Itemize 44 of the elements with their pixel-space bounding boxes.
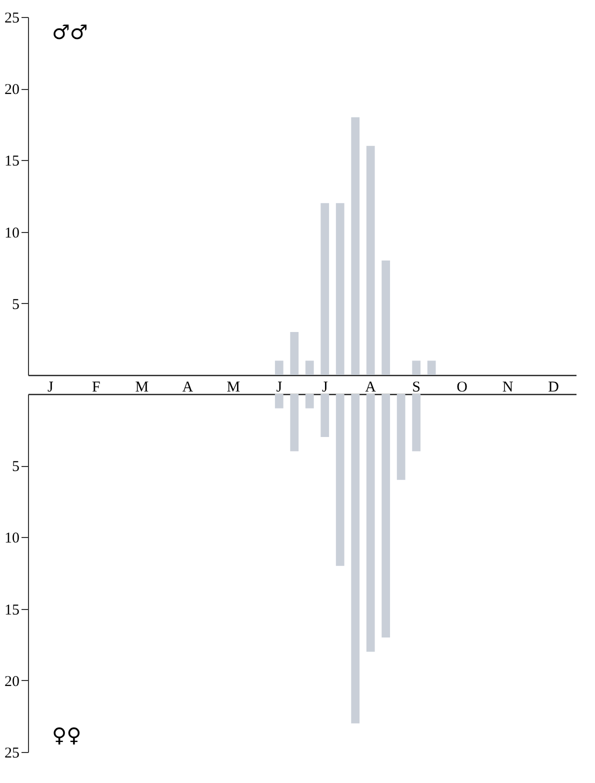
bar bbox=[336, 394, 344, 566]
y-tick-label: 5 bbox=[12, 296, 20, 313]
y-tick-label: 10 bbox=[4, 225, 20, 242]
bar bbox=[274, 360, 284, 375]
x-tick-label: M bbox=[135, 380, 149, 396]
bar bbox=[427, 360, 436, 375]
x-tick-label: A bbox=[365, 380, 376, 396]
x-tick-label: S bbox=[412, 380, 420, 396]
x-tick-label: A bbox=[182, 380, 194, 396]
x-tick-label: O bbox=[456, 380, 468, 396]
bar bbox=[351, 117, 360, 375]
bar bbox=[412, 394, 421, 452]
annotation: ♂♂ bbox=[52, 20, 88, 44]
bar bbox=[336, 203, 344, 375]
x-tick-label: M bbox=[226, 380, 240, 396]
bar bbox=[320, 394, 330, 437]
y-tick-label: 25 bbox=[4, 10, 20, 26]
x-tick-label: J bbox=[276, 380, 282, 396]
bar bbox=[274, 394, 284, 408]
y-tick-label: 10 bbox=[4, 530, 20, 547]
x-tick-label: J bbox=[48, 380, 54, 396]
bar bbox=[320, 203, 330, 375]
y-tick-label: 20 bbox=[4, 674, 20, 690]
bar bbox=[412, 360, 421, 375]
x-tick-label: F bbox=[92, 380, 100, 396]
bar bbox=[305, 360, 314, 375]
x-tick-label: J bbox=[322, 380, 328, 396]
y-tick-label: 15 bbox=[4, 154, 20, 170]
x-tick-label: D bbox=[548, 380, 560, 396]
y-tick-label: 5 bbox=[12, 459, 20, 476]
y-tick-label: 15 bbox=[4, 602, 20, 618]
annotation: ♀♀ bbox=[52, 723, 82, 747]
bar bbox=[382, 260, 390, 375]
bar bbox=[396, 394, 406, 480]
x-tick-label: N bbox=[502, 380, 514, 396]
bar bbox=[305, 394, 314, 408]
bar bbox=[366, 394, 375, 652]
bar bbox=[290, 332, 299, 375]
bar bbox=[382, 394, 390, 638]
y-tick-label: 25 bbox=[4, 746, 20, 762]
bar bbox=[366, 146, 375, 375]
bar bbox=[351, 394, 360, 724]
bar bbox=[290, 394, 299, 452]
y-tick-label: 20 bbox=[4, 82, 20, 98]
